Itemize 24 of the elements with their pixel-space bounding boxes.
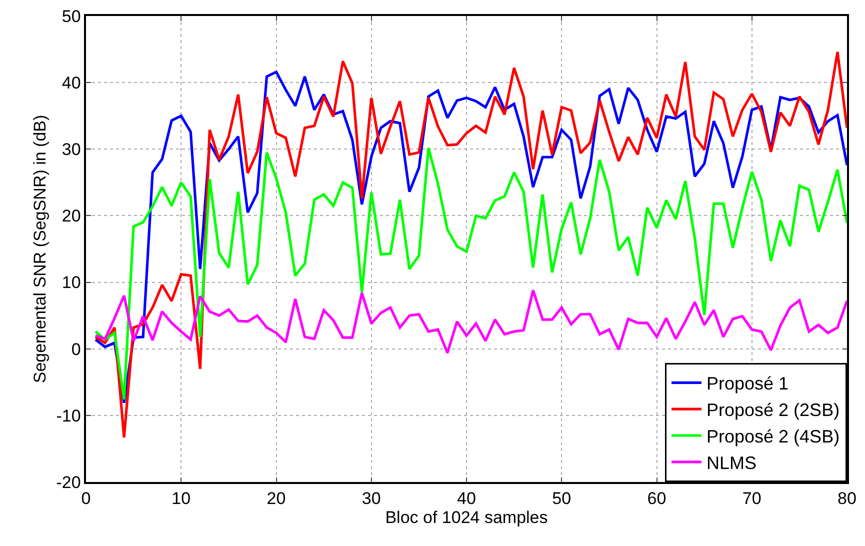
x-tick-label: 10	[172, 489, 191, 508]
x-tick-label: 80	[838, 489, 856, 508]
x-tick-label: 70	[742, 489, 762, 508]
line-series	[94, 146, 847, 401]
x-axis-title: Bloc of 1024 samples	[385, 508, 548, 528]
legend-label: Proposé 2 (2SB)	[706, 400, 840, 420]
y-tick-label: 20	[62, 206, 81, 226]
y-tick-label: 50	[62, 6, 81, 26]
y-tick-label: 30	[62, 140, 81, 160]
y-tick-label: -10	[56, 406, 81, 426]
y-tick-label: 0	[71, 340, 81, 359]
y-tick-label: 40	[62, 74, 81, 93]
x-tick-label: 50	[552, 489, 572, 508]
y-tick-label: 10	[62, 273, 81, 292]
legend-label: Proposé 1	[706, 374, 789, 394]
x-tick-label: 40	[457, 489, 476, 508]
line-series	[94, 288, 847, 354]
x-tick-label: 60	[647, 489, 666, 508]
y-tick-label: -20	[56, 472, 81, 492]
x-tick-label: 20	[266, 489, 286, 508]
x-tick-label: 30	[362, 489, 381, 508]
y-axis-title: Segemental SNR (SegSNR) in (dB)	[30, 114, 50, 384]
legend-label: NLMS	[706, 452, 757, 473]
legend-label: Proposé 2 (4SB)	[706, 426, 840, 447]
